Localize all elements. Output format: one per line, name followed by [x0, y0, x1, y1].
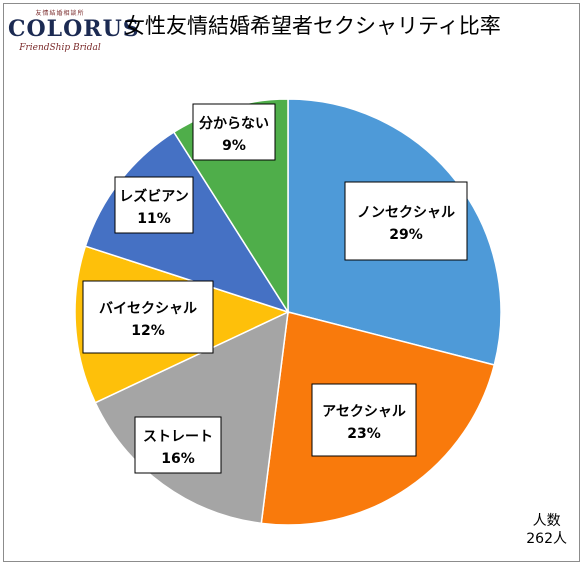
data-label-category: アセクシャル: [322, 404, 406, 420]
pie-labels: ノンセクシャル 29% アセクシャル 23% ストレート 16% バイセクシャル 12% レズビ…: [82, 103, 468, 474]
data-label-box: [134, 416, 222, 474]
data-label-percent: 29%: [389, 227, 423, 243]
data-label-percent: 16%: [161, 451, 195, 467]
data-label-percent: 11%: [137, 211, 171, 227]
data-label-box: [311, 383, 417, 457]
data-label-1: ノンセクシャル 29%: [344, 181, 468, 261]
data-label-6: 分からない 9%: [192, 103, 276, 161]
data-label-category: レズビアン: [119, 188, 188, 205]
data-label-percent: 9%: [222, 138, 246, 154]
logo-sub-text: FriendShip Bridal: [19, 43, 101, 53]
data-label-percent: 12%: [131, 323, 165, 339]
respondent-count: 人数 262人: [526, 512, 567, 548]
data-label-4: バイセクシャル 12%: [82, 280, 214, 354]
respondent-count-value: 262人: [526, 531, 567, 547]
data-label-category: ノンセクシャル: [357, 205, 455, 221]
data-label-5: レズビアン 11%: [114, 176, 194, 234]
data-label-box: [114, 176, 194, 234]
data-label-2: アセクシャル 23%: [311, 383, 417, 457]
chart-title: 女性友情結婚希望者セクシャリティ比率: [124, 14, 501, 38]
data-label-category: 分からない: [199, 116, 269, 132]
data-label-category: ストレート: [143, 429, 213, 445]
data-label-box: [192, 103, 276, 161]
logo-small-text: 友情結婚相談所: [35, 10, 85, 17]
data-label-box: [344, 181, 468, 261]
respondent-count-label: 人数: [532, 513, 561, 529]
data-label-3: ストレート 16%: [134, 416, 222, 474]
data-label-category: バイセクシャル: [99, 301, 197, 317]
data-label-percent: 23%: [347, 426, 381, 442]
data-label-box: [82, 280, 214, 354]
